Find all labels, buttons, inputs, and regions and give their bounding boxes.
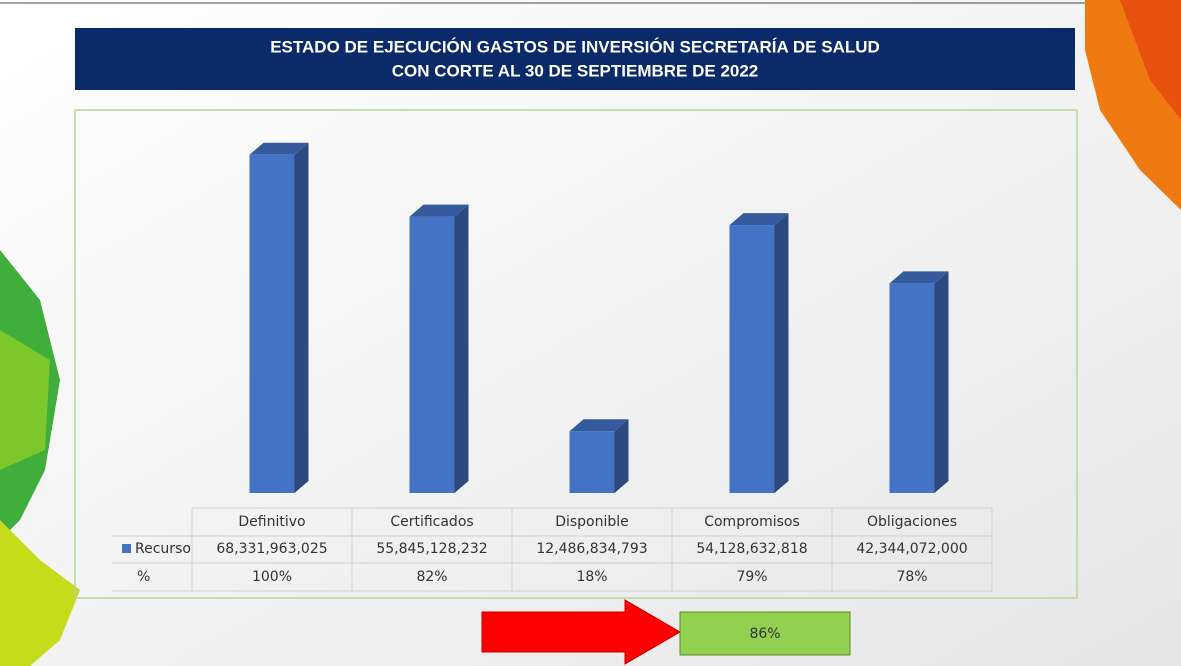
total-label: 86%: [749, 626, 780, 642]
bar: [409, 216, 455, 493]
decor-orange-dark: [1120, 0, 1181, 120]
bar-side: [294, 142, 309, 494]
decor-yellow: [0, 520, 80, 666]
percent-label: 18%: [576, 569, 607, 585]
chart-frame: [74, 109, 1078, 599]
chart-subtitle: CON CORTE AL 30 DE SEPTIEMBRE DE 2022: [392, 61, 759, 80]
legend-swatch: [122, 544, 131, 553]
legend-label: Recurso: [135, 541, 191, 557]
arrow: [481, 599, 681, 665]
bar-side: [614, 419, 629, 493]
bar-top: [569, 419, 629, 432]
value-label: 12,486,834,793: [536, 541, 647, 557]
bar: [249, 154, 295, 494]
percent-label: 100%: [252, 569, 292, 585]
bar: [729, 225, 775, 493]
row-label: %: [137, 569, 150, 585]
bar-side: [454, 204, 469, 493]
category-label: Disponible: [555, 514, 629, 530]
bar: [889, 283, 935, 493]
bar-top: [889, 271, 949, 284]
bar-top: [409, 204, 469, 217]
category-label: Obligaciones: [867, 514, 957, 530]
decor-green-light: [0, 330, 50, 470]
bar-side: [774, 213, 789, 493]
value-label: 68,331,963,025: [216, 541, 327, 557]
value-label: 42,344,072,000: [856, 541, 967, 557]
total-box: [679, 611, 851, 656]
value-label: 55,845,128,232: [376, 541, 487, 557]
bar: [569, 431, 615, 493]
chart-title: ESTADO DE EJECUCIÓN GASTOS DE INVERSIÓN …: [270, 37, 880, 56]
percent-label: 82%: [416, 569, 447, 585]
title-box: [75, 28, 1075, 90]
bar-top: [249, 142, 309, 155]
value-label: 54,128,632,818: [696, 541, 807, 557]
category-label: Compromisos: [704, 514, 800, 530]
percent-label: 79%: [736, 569, 767, 585]
bar-top: [729, 213, 789, 226]
bar-side: [934, 271, 949, 493]
category-label: Certificados: [390, 514, 473, 530]
percent-label: 78%: [896, 569, 927, 585]
category-label: Definitivo: [238, 514, 305, 530]
